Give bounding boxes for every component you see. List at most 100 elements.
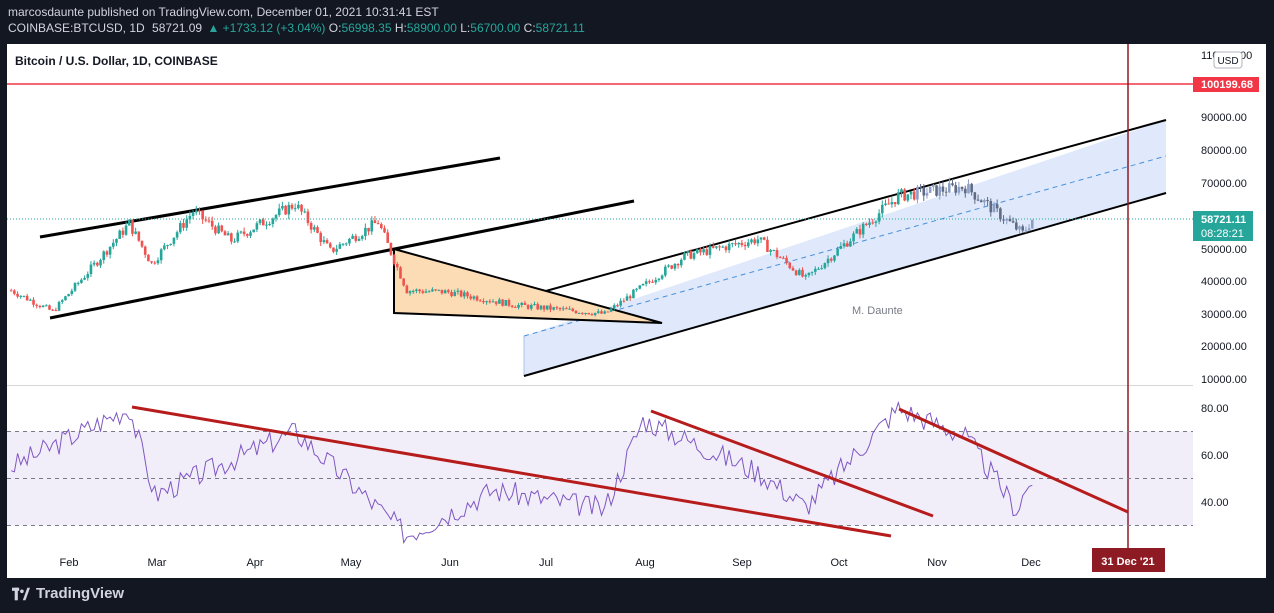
candle-body — [896, 192, 900, 205]
currency-button[interactable]: USD — [1213, 51, 1243, 69]
candle-body — [19, 295, 23, 297]
candle-body — [118, 230, 121, 239]
candle-body — [909, 191, 913, 195]
candle-body — [175, 232, 179, 238]
candle-body — [440, 289, 444, 294]
candle-body — [826, 258, 830, 264]
candle-body — [383, 228, 386, 233]
open-label: O: — [328, 21, 342, 35]
candle-body — [810, 271, 814, 273]
candle-body — [475, 296, 479, 301]
candle-body — [287, 204, 291, 215]
candle-body — [801, 269, 804, 277]
candle-body — [648, 281, 651, 283]
candle-body — [612, 305, 616, 309]
candle-body — [651, 281, 654, 283]
candle-body — [92, 262, 96, 265]
candle-body — [1002, 219, 1005, 221]
tradingview-logo[interactable]: TradingView — [12, 585, 124, 602]
rsi-tick-label: 40.00 — [1201, 497, 1229, 509]
candle-body — [587, 312, 591, 315]
candle-body — [38, 305, 42, 308]
candle-body — [150, 261, 153, 263]
candle-body — [9, 290, 13, 292]
candle-body — [86, 274, 90, 278]
candle-body — [1021, 226, 1025, 231]
currency-label[interactable]: USD — [1217, 56, 1238, 67]
candle-body — [957, 186, 961, 193]
close-value: 58721.11 — [535, 21, 585, 35]
candle-body — [380, 224, 383, 229]
candle-body — [491, 301, 495, 303]
time-axis[interactable] — [7, 547, 1266, 578]
candle-body — [839, 246, 843, 249]
candle-body — [970, 183, 973, 193]
candle-body — [54, 309, 58, 311]
candle-body — [893, 202, 897, 205]
last-price-label: 58721.11 — [1201, 214, 1246, 226]
annotation-text[interactable]: M. Daunte — [852, 305, 903, 317]
candle-body — [565, 308, 568, 310]
candle-body — [166, 244, 169, 246]
candle-body — [424, 291, 428, 293]
candle-body — [1011, 221, 1015, 223]
candle-body — [667, 265, 670, 267]
candle-body — [590, 314, 594, 316]
channel-lower-line — [523, 192, 1167, 377]
price-tick-label: 70000.00 — [1201, 178, 1247, 190]
candle-body — [884, 203, 887, 205]
candle-body — [948, 183, 951, 193]
candle-body — [1018, 226, 1021, 230]
change-value: ▲ +1733.12 (+3.04%) — [207, 21, 326, 35]
candle-body — [581, 312, 584, 314]
candle-body — [715, 246, 718, 248]
candle-body — [609, 308, 613, 312]
tradingview-logo-icon — [12, 587, 30, 600]
time-label: Jun — [441, 557, 459, 569]
candle-body — [498, 299, 501, 304]
candle-body — [1027, 228, 1031, 231]
candle-body — [172, 237, 176, 244]
candle-body — [153, 262, 157, 264]
candle-body — [746, 242, 750, 247]
candle-body — [823, 263, 827, 269]
candle-body — [233, 241, 236, 243]
candle-body — [131, 219, 134, 234]
candle-body — [533, 304, 536, 306]
candle-body — [600, 311, 603, 314]
drawings-layer[interactable] — [7, 44, 1193, 548]
candle-body — [185, 219, 188, 228]
price-tick-label: 20000.00 — [1201, 341, 1247, 353]
candle-body — [351, 235, 354, 239]
candle-body — [941, 186, 945, 192]
channel-upper-line — [523, 119, 1167, 298]
candle-body — [641, 283, 645, 286]
candle-body — [210, 220, 214, 227]
candle-body — [89, 264, 93, 275]
candle-body — [456, 290, 460, 292]
time-label: Feb — [60, 557, 79, 569]
candle-body — [874, 221, 878, 223]
pane-title-text: Bitcoin / U.S. Dollar, 1D, COINBASE — [15, 54, 218, 68]
candle-body — [836, 248, 839, 256]
candle-body — [293, 208, 297, 210]
time-label: Mar — [148, 557, 167, 569]
candle-body — [568, 308, 571, 310]
candle-body — [453, 291, 457, 297]
symbol-info-line: COINBASE:BTCUSD, 1D 58721.09 ▲ +1733.12 … — [8, 21, 585, 35]
chart-canvas[interactable]: Bitcoin / U.S. Dollar, 1D, COINBASE 1100… — [0, 0, 1274, 578]
candle-body — [545, 305, 549, 310]
symbol-label: COINBASE:BTCUSD, 1D — [8, 21, 145, 35]
candle-body — [858, 229, 862, 235]
candle-body — [664, 266, 667, 276]
candle-body — [325, 240, 329, 244]
candle-body — [462, 292, 466, 297]
candle-body — [727, 243, 731, 251]
time-label: Apr — [246, 557, 263, 569]
candle-body — [628, 296, 632, 299]
candle-body — [354, 235, 358, 241]
candle-body — [364, 227, 367, 237]
candle-body — [881, 204, 884, 214]
candle-body — [829, 258, 833, 261]
price-axis[interactable] — [1193, 44, 1266, 547]
